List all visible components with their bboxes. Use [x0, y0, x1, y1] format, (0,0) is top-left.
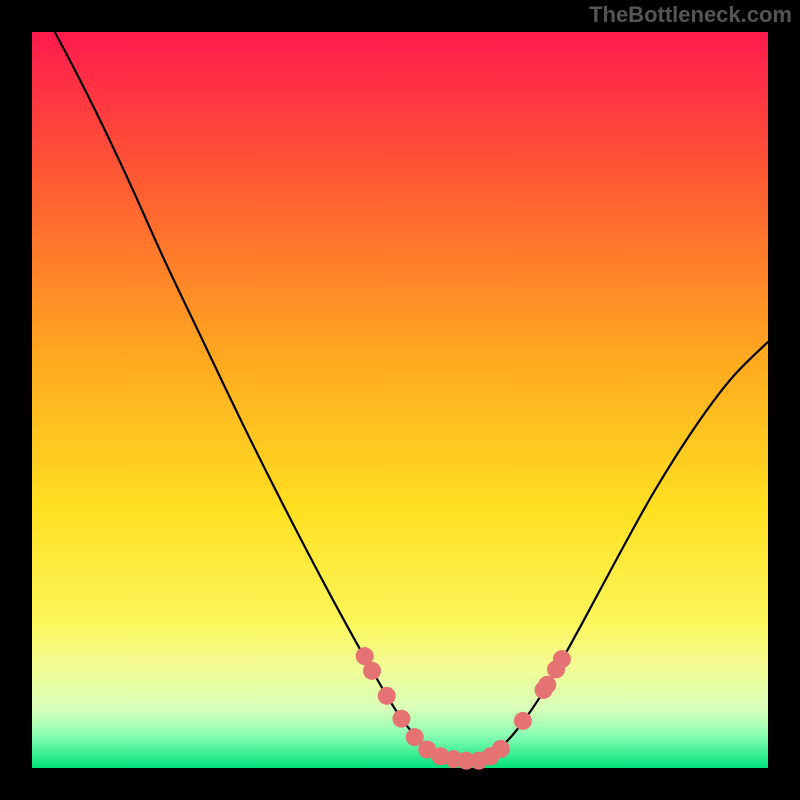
plot-area [32, 32, 768, 768]
marker-dot [514, 712, 532, 730]
marker-dot [363, 662, 381, 680]
watermark-label: TheBottleneck.com [589, 2, 792, 28]
marker-dot [378, 687, 396, 705]
chart-canvas: TheBottleneck.com [0, 0, 800, 800]
marker-dot [492, 740, 510, 758]
marker-dot [538, 676, 556, 694]
marker-dot [392, 710, 410, 728]
marker-dot [553, 650, 571, 668]
chart-svg [0, 0, 800, 800]
